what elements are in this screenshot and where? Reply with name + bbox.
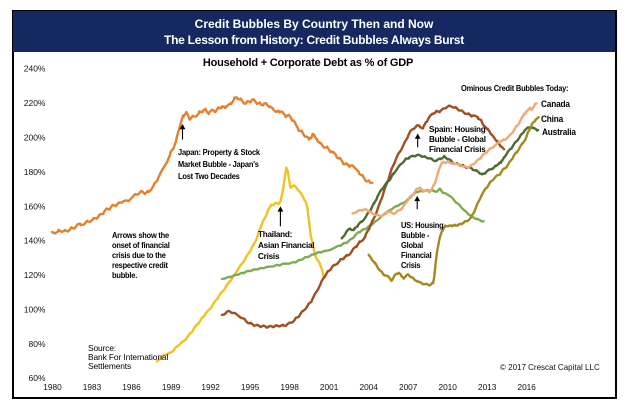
svg-text:1986: 1986 [122,382,141,392]
svg-text:2013: 2013 [478,382,497,392]
svg-text:120%: 120% [24,270,46,280]
svg-text:1992: 1992 [201,382,220,392]
svg-text:160%: 160% [24,201,46,211]
svg-text:2004: 2004 [359,382,378,392]
svg-text:2016: 2016 [517,382,536,392]
svg-text:1998: 1998 [280,382,299,392]
svg-text:2001: 2001 [320,382,339,392]
svg-text:80%: 80% [28,339,45,349]
svg-text:1983: 1983 [83,382,102,392]
svg-text:200%: 200% [24,133,46,143]
svg-text:140%: 140% [24,236,46,246]
svg-text:2010: 2010 [438,382,457,392]
svg-text:2007: 2007 [399,382,418,392]
svg-text:180%: 180% [24,167,46,177]
svg-text:1989: 1989 [162,382,181,392]
svg-text:60%: 60% [28,373,45,383]
svg-text:1980: 1980 [43,382,62,392]
svg-text:100%: 100% [24,304,46,314]
svg-text:220%: 220% [24,98,46,108]
svg-text:240%: 240% [24,64,46,74]
svg-text:1995: 1995 [241,382,260,392]
